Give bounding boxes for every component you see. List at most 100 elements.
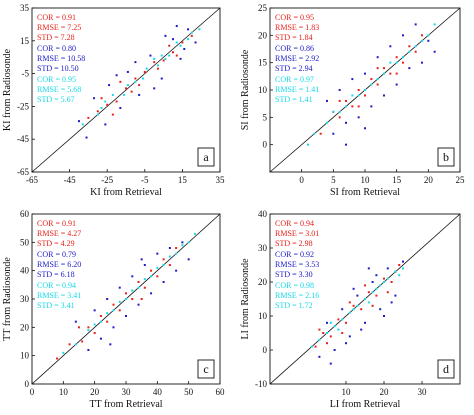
y-tick-label: 20 <box>258 277 268 287</box>
scatter-point <box>108 84 111 87</box>
scatter-point <box>326 321 328 324</box>
x-axis-label: KI from Retrieval <box>90 187 162 198</box>
scatter-point <box>140 258 143 261</box>
scatter-point <box>421 39 423 42</box>
scatter-point <box>134 61 137 64</box>
scatter-point <box>109 343 112 346</box>
scatter-point <box>153 61 156 64</box>
x-tick-label: 50 <box>184 387 194 397</box>
scatter-point <box>156 67 159 70</box>
scatter-point <box>364 89 366 91</box>
scatter-point <box>100 107 103 110</box>
scatter-point <box>153 87 156 90</box>
scatter-point <box>389 45 392 48</box>
y-tick-label: 15 <box>258 58 268 68</box>
scatter-point <box>106 312 109 315</box>
scatter-point <box>112 303 115 306</box>
scatter-point <box>168 255 171 258</box>
scatter-series-0 <box>319 34 423 135</box>
y-tick-label: 15 <box>20 36 30 46</box>
scatter-point <box>383 277 385 280</box>
scatter-point <box>345 342 347 345</box>
scatter-series-1 <box>326 23 436 146</box>
scatter-point <box>386 277 389 280</box>
x-tick-label: 10 <box>342 387 352 397</box>
scatter-point <box>383 281 385 283</box>
scatter-point <box>351 94 354 97</box>
scatter-point <box>56 357 59 360</box>
scatter-point <box>386 291 389 294</box>
scatter-point <box>131 289 134 292</box>
scatter-point <box>118 286 121 289</box>
scatter-point <box>111 93 114 96</box>
x-axis-label: LI from Retrieval <box>330 399 401 410</box>
y-tick-label: -5 <box>22 69 30 79</box>
scatter-point <box>370 105 373 108</box>
scatter-point <box>314 345 317 348</box>
scatter-point <box>187 28 190 31</box>
scatter-point <box>414 23 417 26</box>
scatter-point <box>81 123 84 126</box>
stat-line: RMSE = 2.92 <box>275 54 319 63</box>
scatter-point <box>318 355 321 358</box>
scatter-point <box>427 39 430 42</box>
scatter-point <box>179 44 182 47</box>
scatter-point <box>337 328 340 331</box>
y-tick-label: 0 <box>263 345 268 355</box>
scatter-point <box>386 267 389 270</box>
scatter-point <box>390 301 393 304</box>
stat-line: RMSE = 7.25 <box>37 23 81 32</box>
stat-line: RMSE = 3.41 <box>37 291 81 300</box>
scatter-point <box>104 123 107 126</box>
scatter-point <box>162 258 165 261</box>
scatter-point <box>318 328 321 331</box>
scatter-point <box>106 103 109 106</box>
scatter-point <box>383 315 385 317</box>
scatter-point <box>390 281 393 283</box>
scatter-point <box>140 298 143 300</box>
stat-line: COR = 0.95 <box>37 75 76 84</box>
one-to-one-line <box>31 7 221 173</box>
scatter-point <box>348 301 351 304</box>
scatter-point <box>143 278 146 281</box>
scatter-point <box>357 89 360 91</box>
y-tick-label: 40 <box>20 266 30 276</box>
stat-line: STD = 1.41 <box>275 95 313 104</box>
scatter-point <box>156 266 159 269</box>
scatter-point <box>115 100 118 103</box>
stat-line: STD = 7.28 <box>37 33 75 42</box>
x-tick-label: 60 <box>216 387 226 397</box>
panel-letter-box <box>197 147 215 167</box>
scatter-point <box>341 308 344 311</box>
scatter-point <box>190 34 193 37</box>
scatter-point <box>345 143 347 146</box>
scatter-point <box>371 304 374 307</box>
x-tick-label: 30 <box>122 387 132 397</box>
scatter-point <box>367 267 370 270</box>
scatter-point <box>193 232 196 235</box>
stat-line: STD = 3.30 <box>275 270 313 279</box>
scatter-point <box>118 300 121 303</box>
scatter-point <box>78 326 80 329</box>
scatter-point <box>376 83 379 86</box>
scatter-point <box>190 31 193 34</box>
scatter-point <box>153 57 156 60</box>
scatter-point <box>175 247 178 249</box>
scatter-point <box>352 308 355 311</box>
scatter-series-1 <box>74 241 190 351</box>
stat-line: COR = 0.91 <box>37 219 76 228</box>
scatter-point <box>352 304 355 307</box>
stat-line: RMSE = 6.20 <box>37 260 81 269</box>
panel-letter-box <box>437 147 455 167</box>
y-axis-label: LI from Radiosonde <box>240 258 251 340</box>
scatter-point <box>383 67 385 70</box>
scatter-panel-d: 10 20 30 40 30 20 10 0 -10 LI from Retrieval LI fr… <box>240 209 461 410</box>
scatter-point <box>357 105 360 108</box>
scatter-point <box>326 121 328 124</box>
scatter-point <box>332 110 335 113</box>
y-axis-label: TT from Radiosonde <box>2 257 13 341</box>
stat-line: RMSE = 3.53 <box>275 260 319 269</box>
scatter-point <box>379 284 382 287</box>
stat-line: STD = 3.41 <box>37 301 75 310</box>
scatter-point <box>318 338 321 341</box>
